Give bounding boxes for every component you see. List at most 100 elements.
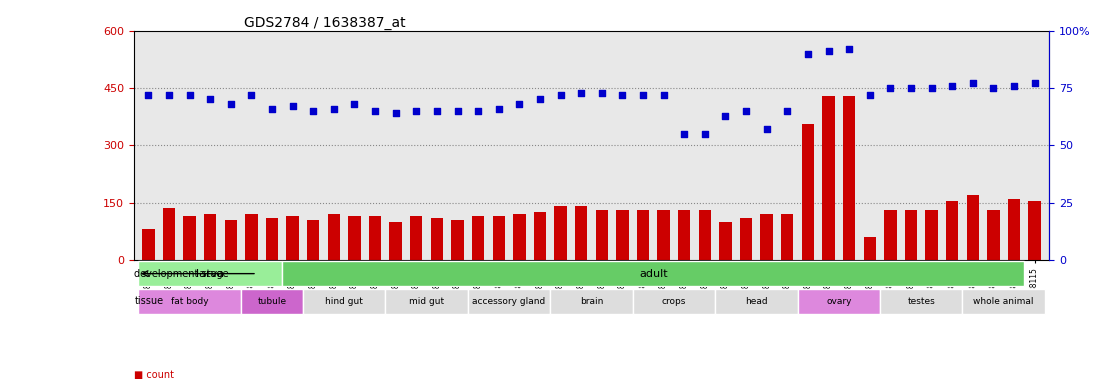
Point	[427, 108, 445, 114]
Point	[634, 92, 652, 98]
Bar	[513, 214, 526, 260]
Bar	[720, 222, 732, 260]
Point	[366, 108, 384, 114]
Bar	[925, 210, 937, 260]
Point	[758, 126, 776, 132]
Point	[283, 103, 301, 109]
Bar	[431, 218, 443, 260]
Bar	[946, 201, 959, 260]
Point	[923, 85, 941, 91]
Text: adult: adult	[639, 269, 667, 279]
Bar	[410, 216, 423, 260]
FancyBboxPatch shape	[468, 289, 550, 313]
Bar	[616, 210, 628, 260]
Text: development stage: development stage	[134, 269, 229, 279]
Point	[469, 108, 487, 114]
Text: mid gut: mid gut	[410, 296, 444, 306]
Bar	[740, 218, 752, 260]
Point	[593, 89, 610, 96]
Bar	[369, 216, 382, 260]
Bar	[699, 210, 711, 260]
Point	[531, 96, 549, 103]
Point	[551, 92, 569, 98]
Bar	[246, 214, 258, 260]
Point	[716, 113, 734, 119]
Bar	[348, 216, 360, 260]
Point	[242, 92, 260, 98]
Text: head: head	[745, 296, 768, 306]
Point	[201, 96, 219, 103]
Text: brain: brain	[580, 296, 603, 306]
Bar	[884, 210, 896, 260]
Bar	[575, 207, 587, 260]
Bar	[287, 216, 299, 260]
Point	[387, 110, 405, 116]
FancyBboxPatch shape	[715, 289, 798, 313]
Text: crops: crops	[662, 296, 686, 306]
Bar	[492, 216, 504, 260]
Bar	[472, 216, 484, 260]
Bar	[637, 210, 650, 260]
Point	[490, 106, 508, 112]
Point	[263, 106, 281, 112]
Point	[573, 89, 590, 96]
FancyBboxPatch shape	[798, 289, 881, 313]
Point	[510, 101, 528, 107]
Text: tubule: tubule	[258, 296, 287, 306]
Point	[614, 92, 632, 98]
Text: testes: testes	[907, 296, 935, 306]
Point	[778, 108, 796, 114]
Bar	[596, 210, 608, 260]
Bar	[679, 210, 691, 260]
Point	[346, 101, 364, 107]
Point	[1026, 80, 1043, 86]
Bar	[1008, 199, 1020, 260]
Point	[325, 106, 343, 112]
Text: hind gut: hind gut	[325, 296, 363, 306]
Bar	[533, 212, 546, 260]
FancyBboxPatch shape	[881, 289, 962, 313]
Point	[407, 108, 425, 114]
Text: ovary: ovary	[826, 296, 852, 306]
FancyBboxPatch shape	[138, 289, 241, 313]
Point	[160, 92, 177, 98]
FancyBboxPatch shape	[550, 289, 633, 313]
Point	[696, 131, 714, 137]
Bar	[801, 124, 814, 260]
Point	[1006, 83, 1023, 89]
Point	[655, 92, 673, 98]
Text: larva: larva	[196, 269, 224, 279]
Bar	[988, 210, 1000, 260]
FancyBboxPatch shape	[385, 289, 468, 313]
Bar	[204, 214, 217, 260]
Text: GDS2784 / 1638387_at: GDS2784 / 1638387_at	[243, 16, 405, 30]
Bar	[657, 210, 670, 260]
Point	[943, 83, 961, 89]
Point	[819, 48, 837, 55]
Bar	[864, 237, 876, 260]
Bar	[266, 218, 278, 260]
Bar	[224, 220, 237, 260]
Point	[738, 108, 756, 114]
Point	[181, 92, 199, 98]
FancyBboxPatch shape	[241, 289, 302, 313]
Point	[305, 108, 323, 114]
Text: fat body: fat body	[171, 296, 209, 306]
Text: whole animal: whole animal	[973, 296, 1033, 306]
Point	[984, 85, 1002, 91]
Point	[902, 85, 920, 91]
FancyBboxPatch shape	[302, 289, 385, 313]
Bar	[760, 214, 773, 260]
Bar	[163, 208, 175, 260]
Point	[222, 101, 240, 107]
Point	[449, 108, 466, 114]
Point	[882, 85, 899, 91]
Text: accessory gland: accessory gland	[472, 296, 546, 306]
Bar	[307, 220, 319, 260]
Point	[675, 131, 693, 137]
Bar	[966, 195, 979, 260]
Bar	[451, 220, 463, 260]
Bar	[843, 96, 855, 260]
FancyBboxPatch shape	[633, 289, 715, 313]
Bar	[389, 222, 402, 260]
